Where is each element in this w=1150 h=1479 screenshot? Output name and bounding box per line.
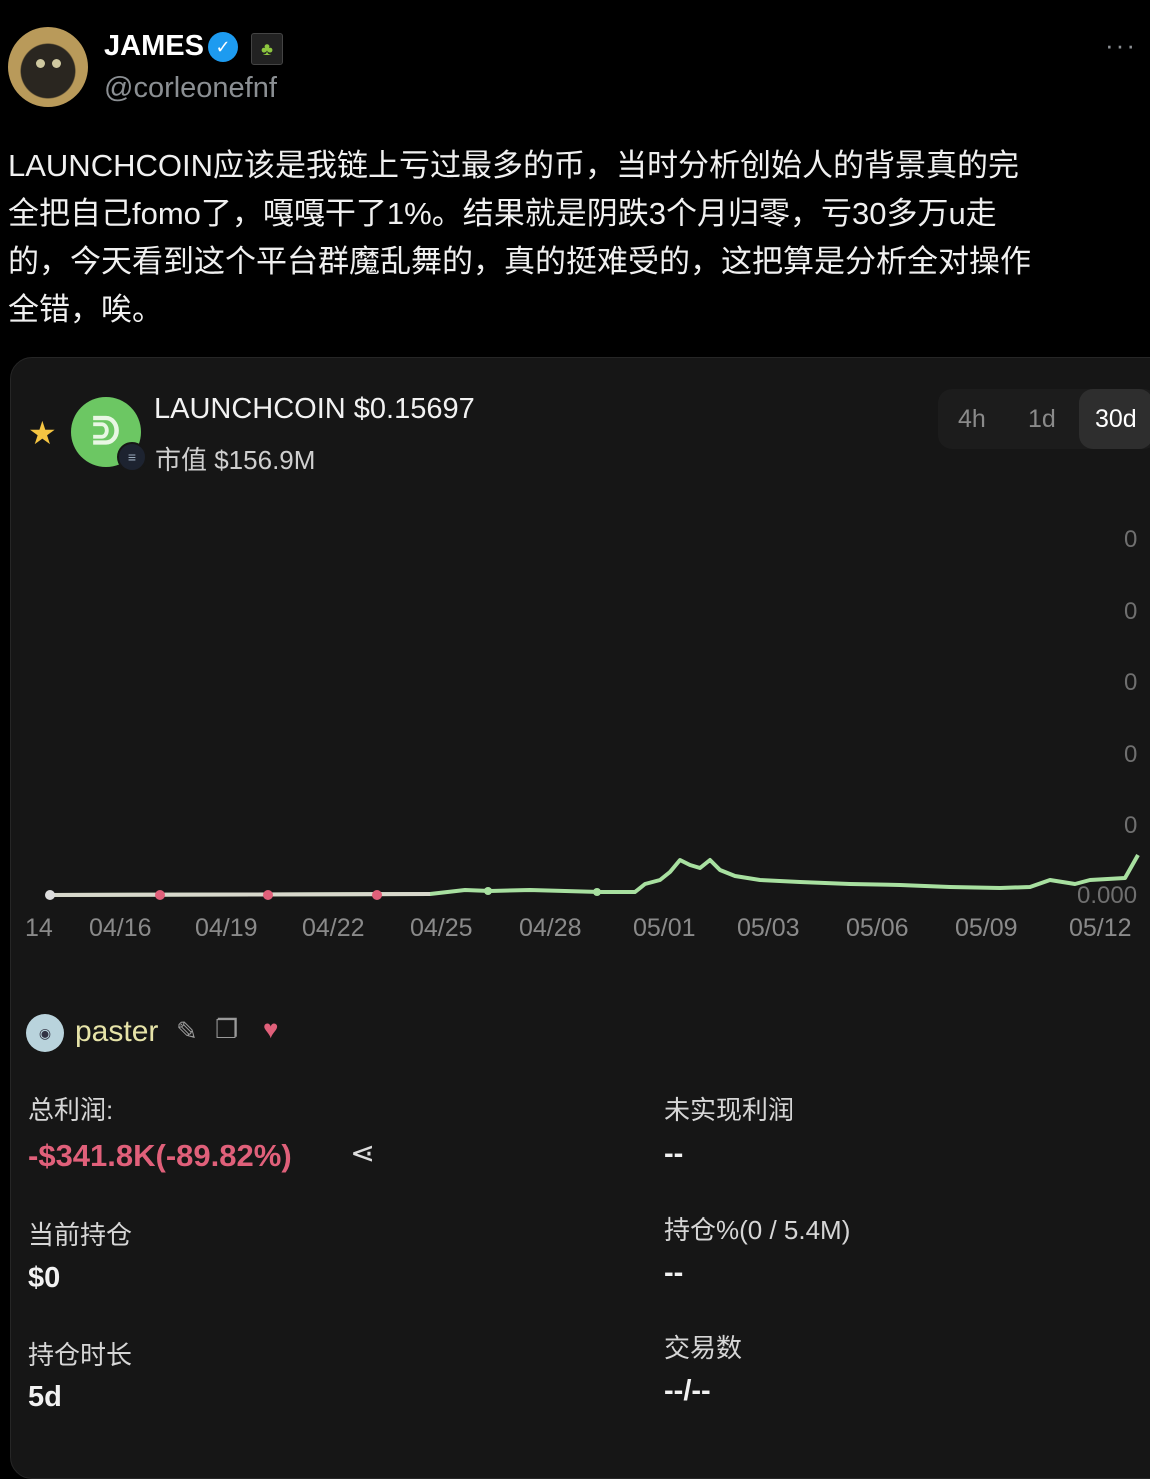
holding-value: $0 [28, 1262, 61, 1294]
avatar-eye [52, 59, 61, 68]
trades-label: 交易数 [664, 1333, 743, 1363]
tab-30d[interactable]: 30d [1079, 389, 1150, 449]
trade-marker [593, 888, 601, 896]
start-marker [45, 890, 55, 900]
duration-value: 5d [28, 1381, 62, 1413]
market-cap: 市值 $156.9M [155, 445, 316, 475]
tweet-text-line: LAUNCHCOIN应该是我链上亏过最多的币，当时分析创始人的背景真的完 [8, 148, 1019, 183]
x-tick: 04/22 [302, 914, 365, 942]
x-tick: 04/25 [410, 914, 473, 942]
y-tick: 0.000 [1077, 882, 1138, 909]
total-profit-label: 总利润: [28, 1095, 114, 1125]
wallet-name[interactable]: paster [75, 1015, 159, 1048]
coin-name-price: LAUNCHCOIN $0.15697 [154, 393, 475, 425]
price-line-early [49, 892, 431, 897]
x-tick: 05/06 [846, 914, 909, 942]
share-icon[interactable]: ⋖ [350, 1137, 376, 1170]
holding-pct-value: -- [664, 1257, 684, 1289]
y-tick: 0 [1124, 741, 1138, 768]
y-tick: 0 [1124, 598, 1138, 625]
total-profit-value: -$341.8K(-89.82%) [28, 1138, 292, 1173]
wallet-avatar: ◉ [26, 1014, 64, 1052]
sell-marker [372, 890, 382, 900]
tweet-text-line: 全把自己fomo了，嘎嘎干了1%。结果就是阴跌3个月归零，亏30多万u走 [8, 196, 997, 231]
tweet-text-line: 的，今天看到这个平台群魔乱舞的，真的挺难受的，这把算是分析全对操作 [8, 244, 1031, 279]
sell-marker [155, 890, 165, 900]
heart-icon[interactable]: ♥ [263, 1014, 279, 1044]
x-tick: 04/19 [195, 914, 258, 942]
x-tick: 14 [25, 914, 53, 942]
star-favorite-icon[interactable]: ★ [28, 415, 57, 451]
x-tick: 04/28 [519, 914, 582, 942]
y-tick: 0 [1124, 812, 1138, 839]
avatar[interactable] [8, 27, 88, 107]
trades-value: --/-- [664, 1375, 711, 1407]
copy-icon[interactable]: ❐ [215, 1014, 239, 1044]
y-tick: 0 [1124, 669, 1138, 696]
tab-4h[interactable]: 4h [958, 405, 986, 433]
unrealized-profit-label: 未实现利润 [664, 1095, 795, 1125]
y-tick: 0 [1124, 526, 1138, 553]
x-tick: 04/16 [89, 914, 152, 942]
unrealized-profit-value: -- [664, 1138, 684, 1170]
frog-badge-icon[interactable]: ♣ [251, 33, 283, 65]
tab-1d[interactable]: 1d [1028, 405, 1056, 433]
user-handle[interactable]: @corleonefnf [104, 72, 277, 104]
price-chart [45, 854, 1140, 900]
duration-label: 持仓时长 [28, 1340, 133, 1370]
embedded-image-card[interactable] [10, 357, 1150, 1479]
x-tick: 05/09 [955, 914, 1018, 942]
tweet-text: LAUNCHCOIN应该是我链上亏过最多的币，当时分析创始人的背景真的完 全把自… [8, 142, 1148, 334]
avatar-eye [36, 59, 45, 68]
holding-label: 当前持仓 [28, 1220, 133, 1250]
x-tick: 05/03 [737, 914, 800, 942]
sell-marker [263, 890, 273, 900]
x-tick: 05/12 [1069, 914, 1132, 942]
trade-marker [484, 887, 492, 895]
more-options-icon[interactable]: ··· [1105, 30, 1137, 60]
x-tick: 05/01 [633, 914, 696, 942]
holding-pct-label: 持仓%(0 / 5.4M) [664, 1215, 851, 1245]
solana-chain-icon: ≡ [117, 442, 147, 472]
display-name[interactable]: JAMES [104, 30, 204, 62]
edit-icon[interactable]: ✎ [176, 1016, 198, 1046]
price-line [49, 854, 1140, 897]
verified-badge-icon: ✓ [208, 32, 238, 62]
tweet-text-line: 全错，唉。 [8, 292, 163, 327]
